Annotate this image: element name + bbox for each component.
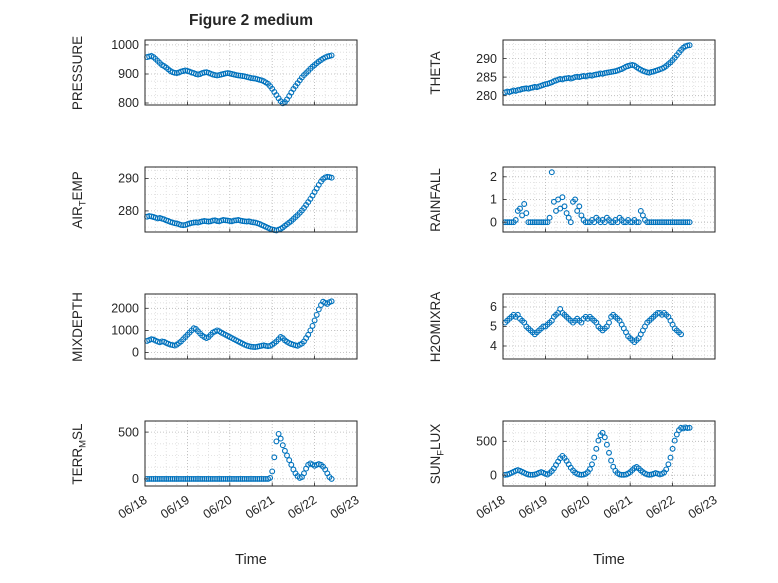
air-temp-chart: 280 290: [118, 166, 358, 234]
x-tick-label: 06/18: [474, 493, 508, 522]
axes-box: [144, 39, 358, 106]
h2omixra-chart: 4 5 6: [490, 293, 716, 360]
tick-marks: [502, 176, 716, 232]
scatter-points: [502, 169, 693, 226]
tick-marks: [502, 306, 716, 359]
x-tick-label: 06/20: [559, 493, 593, 522]
subplot-mixdepth: 0 1000 2000: [95, 285, 363, 369]
x-tick-label: 06/21: [243, 493, 277, 522]
axes-box: [144, 293, 358, 360]
y-tick-label: 0: [132, 346, 139, 360]
y-tick-label: 1: [490, 193, 497, 207]
y-tick-label: 2: [490, 170, 497, 184]
tick-marks: [144, 307, 358, 359]
x-tick-label: 06/19: [516, 493, 550, 522]
x-tick-label: 06/21: [601, 493, 635, 522]
subplot-theta: 280 285 290: [453, 31, 721, 115]
axes-box: [502, 39, 716, 106]
x-tick-label: 06/22: [285, 493, 319, 522]
y-tick-label: 285: [476, 70, 497, 84]
major-gridlines: [145, 40, 357, 105]
scatter-points: [144, 52, 335, 107]
axes-box: [144, 166, 358, 233]
subplot-rainfall: 0 1 2: [453, 158, 721, 242]
figure-title: Figure 2 medium: [188, 12, 314, 29]
pressure-chart: 800 900 1000: [111, 38, 358, 110]
mixdepth-chart: 0 1000 2000: [111, 293, 358, 360]
y-tick-label: 2000: [111, 302, 139, 316]
y-tick-label: 290: [476, 52, 497, 66]
y-tick-label: 4: [490, 339, 497, 353]
scatter-points: [144, 173, 335, 234]
scatter-points: [502, 424, 693, 478]
subplot-pressure: 800 900 1000: [95, 31, 363, 115]
subplot-sun-flux: 0 500 06/18 06/19 06/20 06/21 06/22 06/23: [453, 412, 721, 548]
ylabel-sun-flux: SUNFLUX: [428, 423, 447, 484]
axes-box: [144, 420, 358, 487]
axes-box: [502, 420, 716, 487]
y-tick-label: 0: [132, 472, 139, 486]
x-tick-label: 06/23: [686, 493, 720, 522]
y-tick-label: 6: [490, 300, 497, 314]
y-tick-label: 500: [476, 435, 497, 449]
y-tick-label: 800: [118, 96, 139, 110]
ylabel-terr-msl: TERRMSL: [70, 422, 89, 485]
tick-marks: [144, 177, 358, 232]
y-tick-label: 0: [490, 468, 497, 482]
y-tick-label: 1000: [111, 324, 139, 338]
scatter-points: [144, 430, 335, 482]
y-tick-label: 280: [476, 89, 497, 103]
y-tick-label: 280: [118, 204, 139, 218]
subplot-h2omixra: 4 5 6: [453, 285, 721, 369]
x-tick-label: 06/18: [116, 493, 150, 522]
terr-msl-chart: 0 500 06/18 06/19 06/20 06/21 06/22 06/23: [116, 420, 362, 522]
sun-flux-chart: 0 500 06/18 06/19 06/20 06/21 06/22 06/23: [474, 420, 720, 522]
tick-marks: [502, 440, 716, 486]
major-gridlines: [503, 40, 715, 105]
scatter-points: [144, 298, 335, 351]
minor-gridlines: [145, 40, 357, 105]
x-tick-label: 06/19: [158, 493, 192, 522]
x-tick-label: 06/23: [328, 493, 362, 522]
subplot-air-temp: 280 290: [95, 158, 363, 242]
y-tick-label: 500: [118, 425, 139, 439]
y-tick-label: 1000: [111, 38, 139, 52]
major-gridlines: [145, 294, 357, 359]
minor-gridlines: [145, 294, 357, 359]
x-axis-label-left: Time: [235, 552, 267, 568]
theta-chart: 280 285 290: [476, 39, 716, 106]
minor-gridlines: [503, 294, 715, 359]
y-tick-label: 900: [118, 67, 139, 81]
y-tick-label: 0: [490, 215, 497, 229]
scatter-points: [502, 42, 693, 96]
subplot-terr-msl: 0 500 06/18 06/19 06/20 06/21 06/22 06/23: [95, 412, 363, 548]
x-tick-label: 06/20: [201, 493, 235, 522]
tick-marks: [144, 44, 358, 105]
x-tick-label: 06/22: [643, 493, 677, 522]
x-axis-label-right: Time: [593, 552, 625, 568]
y-tick-label: 5: [490, 320, 497, 334]
tick-marks: [144, 431, 358, 486]
rainfall-chart: 0 1 2: [490, 166, 716, 233]
y-tick-label: 290: [118, 172, 139, 186]
scatter-points: [502, 306, 685, 346]
tick-marks: [502, 58, 716, 105]
